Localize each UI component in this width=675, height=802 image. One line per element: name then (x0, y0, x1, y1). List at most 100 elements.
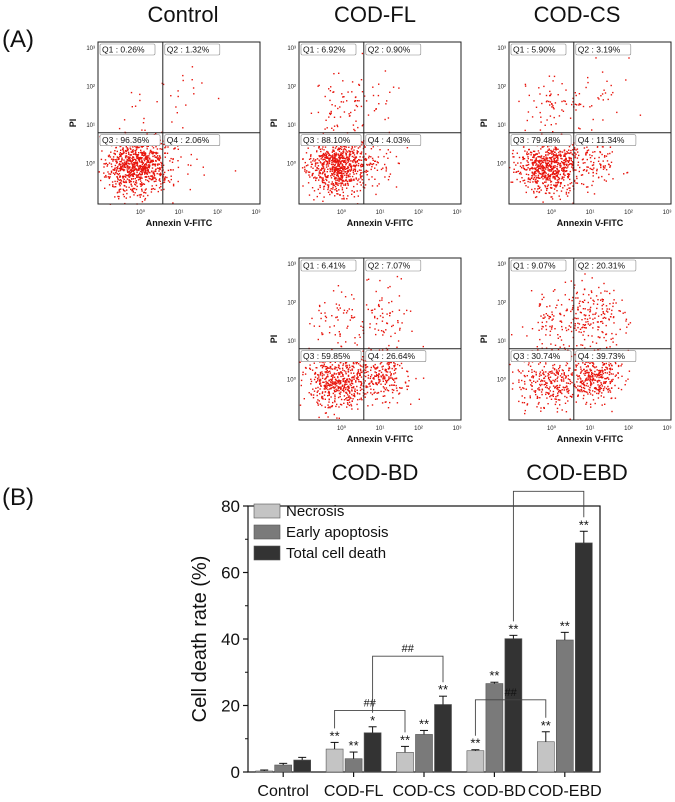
x-tick-label: 10¹ (376, 210, 385, 216)
y-tick-label: 10⁰ (497, 161, 507, 168)
quadrant-q1-label: Q1 : 9.07% (513, 261, 556, 271)
quadrant-q4-label: Q4 : 26.64% (368, 351, 416, 361)
quadrant-q2-label: Q2 : 20.31% (578, 261, 626, 271)
flow-plot-cod-ebd: 10⁰ 10⁰ 10¹ 10¹ 10² 10² 10³ 10³ Annexin V-FITC PI… (479, 257, 672, 444)
x-axis-label: Annexin V-FITC (557, 218, 624, 228)
comparison-bracket (474, 699, 547, 736)
y-tick-label: 10² (497, 85, 506, 91)
x-tick-label: 10³ (252, 210, 261, 216)
panel-b-label: (B) (2, 484, 34, 511)
legend-label: Early apoptosis (286, 524, 389, 541)
significance-label: ** (438, 682, 448, 697)
quadrant-q4-label: Q4 : 4.03% (368, 135, 411, 145)
bar (415, 734, 433, 773)
quadrant-q3-label: Q3 : 30.74% (513, 351, 561, 361)
bar (536, 741, 555, 773)
quadrant-q1-label: Q1 : 6.92% (303, 45, 346, 55)
bar-chart: 0 20 40 60 80 Cell death rate (%) Control COD-F… (189, 490, 602, 800)
scatter-dots (509, 57, 642, 204)
x-tick-label: 10² (624, 426, 633, 432)
y-tick-label: 10³ (86, 46, 95, 52)
bar (485, 683, 504, 773)
bar (504, 638, 523, 773)
quadrant-q4-label: Q4 : 11.34% (578, 135, 625, 145)
legend-swatch (253, 503, 281, 519)
y-tick-label: 10² (497, 301, 506, 307)
significance-label: ** (489, 668, 499, 683)
x-tick-label: COD-BD (463, 783, 526, 800)
x-tick-label: 10⁰ (547, 425, 557, 432)
x-tick-label: COD-EBD (528, 783, 602, 800)
plot-frame (298, 257, 462, 421)
flow-plot-cod-cs: 10⁰ 10⁰ 10¹ 10¹ 10² 10² 10³ 10³ Annexin V-FITC PI… (479, 41, 672, 228)
bar (466, 750, 485, 773)
significance-label: ** (579, 517, 589, 532)
y-axis-label: PI (269, 335, 279, 344)
comparison-label: ## (364, 697, 377, 709)
x-tick-label: 10⁰ (337, 425, 347, 432)
x-tick-label: 10⁰ (547, 209, 557, 216)
flow-plot-cod-fl: 10⁰ 10⁰ 10¹ 10¹ 10² 10² 10³ 10³ Annexin V-FITC PI… (269, 41, 462, 228)
plot-frame (508, 41, 672, 205)
x-tick-label: 10¹ (175, 210, 184, 216)
quadrant-q3-label: Q3 : 59.85% (303, 351, 351, 361)
x-axis-label: Annexin V-FITC (146, 218, 213, 228)
y-tick-label: 10³ (497, 262, 506, 268)
x-tick-label: 10² (414, 426, 423, 432)
x-tick-label: 10³ (663, 210, 672, 216)
scatter-dots (509, 265, 632, 420)
significance-label: ** (330, 728, 340, 743)
quadrant-q1-label: Q1 : 5.90% (513, 45, 556, 55)
x-tick-label: 10³ (663, 426, 672, 432)
bar (396, 752, 414, 773)
scatter-dots (299, 275, 425, 419)
significance-label: ** (419, 716, 429, 731)
bar (555, 639, 574, 773)
y-tick-label: 80 (221, 497, 240, 516)
comparison-bracket (512, 490, 585, 622)
flow-plot-cod-bd: 10⁰ 10⁰ 10¹ 10¹ 10² 10² 10³ 10³ Annexin V-FITC PI… (269, 257, 462, 444)
bar (344, 758, 363, 773)
y-axis-label: Cell death rate (%) (189, 556, 211, 723)
flow-plot-control: 10⁰ 10⁰ 10¹ 10¹ 10² 10² 10³ 10³ Annexin V-FITC PI… (68, 41, 261, 228)
y-tick-label: 10¹ (287, 123, 296, 129)
title-cod-fl: COD-FL (334, 2, 416, 27)
x-axis-label: Annexin V-FITC (347, 218, 414, 228)
quadrant-q3-label: Q3 : 88.10% (303, 135, 351, 145)
quadrant-q2-label: Q2 : 7.07% (368, 261, 411, 271)
x-tick-label: 10² (624, 210, 633, 216)
legend-swatch (253, 545, 281, 561)
x-tick-label: COD-CS (392, 783, 455, 800)
y-tick-label: 10² (287, 85, 296, 91)
plot-frame (298, 41, 462, 205)
significance-label: ** (560, 618, 570, 633)
title-cod-ebd: COD-EBD (526, 460, 628, 485)
y-tick-label: 10⁰ (287, 161, 297, 168)
x-tick-label: 10² (213, 210, 222, 216)
y-axis-label: PI (479, 119, 489, 128)
y-tick-label: 20 (221, 697, 240, 716)
significance-label: ** (541, 718, 551, 733)
significance-label: ** (400, 732, 410, 747)
bar (293, 759, 312, 773)
x-tick-label: 10³ (453, 426, 462, 432)
legend-label: Necrosis (286, 503, 344, 520)
y-tick-label: 40 (221, 630, 240, 649)
y-tick-label: 10³ (497, 46, 506, 52)
x-axis-label: Annexin V-FITC (347, 434, 414, 444)
y-tick-label: 10² (287, 301, 296, 307)
x-tick-label: 10² (414, 210, 423, 216)
y-tick-label: 10⁰ (497, 377, 507, 384)
y-tick-label: 60 (221, 564, 240, 583)
bar (255, 770, 273, 773)
significance-label: ** (349, 738, 359, 753)
bar (434, 704, 452, 773)
quadrant-q2-label: Q2 : 1.32% (167, 45, 210, 55)
quadrant-q4-label: Q4 : 39.73% (578, 351, 626, 361)
x-axis-label: Annexin V-FITC (557, 434, 624, 444)
y-tick-label: 10³ (287, 46, 296, 52)
y-axis-label: PI (479, 335, 489, 344)
significance-label: * (370, 713, 375, 728)
y-axis-label: PI (68, 119, 78, 128)
quadrant-q2-label: Q2 : 3.19% (578, 45, 621, 55)
